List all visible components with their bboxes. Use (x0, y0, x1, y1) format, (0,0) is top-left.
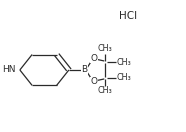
Text: O: O (90, 54, 97, 63)
Text: B: B (81, 65, 87, 74)
Text: CH₃: CH₃ (98, 86, 113, 95)
Text: HCl: HCl (119, 11, 137, 21)
Text: CH₃: CH₃ (98, 44, 113, 53)
Text: HN: HN (2, 65, 16, 74)
Text: O: O (90, 77, 97, 86)
Text: CH₃: CH₃ (117, 73, 132, 82)
Text: CH₃: CH₃ (117, 58, 132, 67)
